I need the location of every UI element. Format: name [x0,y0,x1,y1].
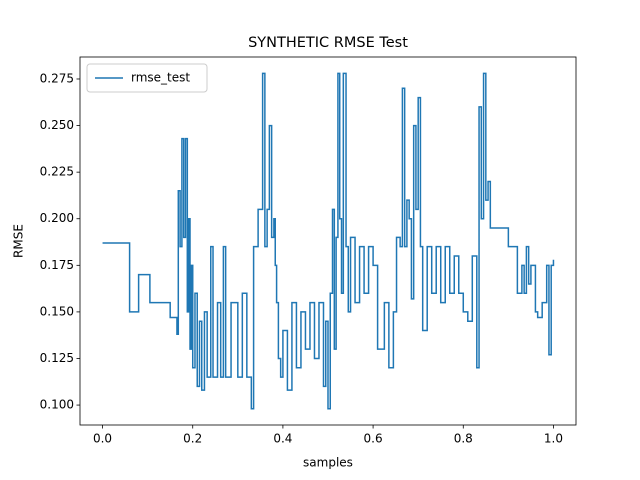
x-tick-label: 0.2 [183,432,202,446]
x-axis-label: samples [303,456,353,470]
y-tick-label: 0.175 [40,258,74,272]
y-tick-label: 0.250 [40,118,74,132]
y-tick-label: 0.100 [40,398,74,412]
plot-frame [79,56,577,426]
y-tick-label: 0.275 [40,71,74,85]
x-tick-label: 0.8 [454,432,473,446]
x-tick-label: 0.6 [364,432,383,446]
y-tick-label: 0.225 [40,165,74,179]
chart-title: SYNTHETIC RMSE Test [248,35,408,51]
x-tick-label: 0.4 [273,432,292,446]
y-tick-label: 0.200 [40,211,74,225]
legend-label: rmse_test [131,71,190,85]
x-tick-label: 0.0 [93,432,112,446]
y-axis-label: RMSE [12,224,26,258]
data-line [102,72,555,410]
y-tick-label: 0.125 [40,351,74,365]
legend-box [86,63,208,93]
x-tick-label: 1.0 [544,432,563,446]
y-tick-label: 0.150 [40,304,74,318]
